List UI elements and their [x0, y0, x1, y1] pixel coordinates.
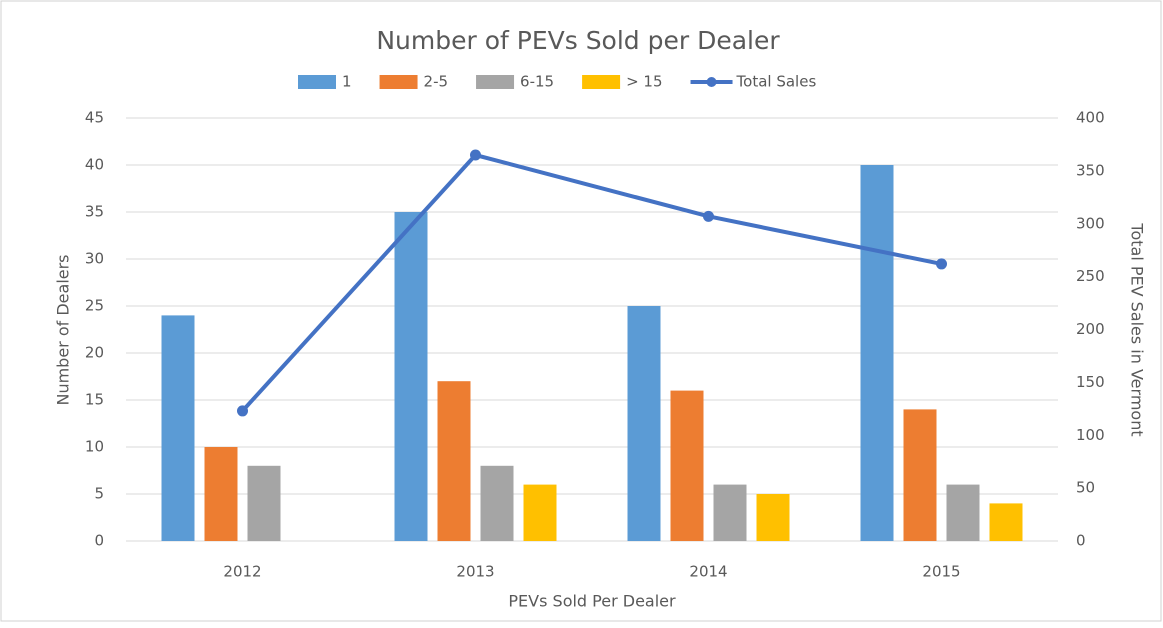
y-tick-label: 5 — [94, 485, 104, 503]
bar — [903, 409, 937, 541]
y-tick-label: 45 — [85, 109, 104, 127]
legend-swatch — [298, 75, 336, 89]
legend-swatch — [476, 75, 515, 89]
bar — [713, 484, 747, 541]
y-tick-label: 10 — [85, 438, 104, 456]
y-tick-label: 15 — [85, 391, 104, 409]
bar — [480, 465, 514, 541]
bar — [523, 484, 557, 541]
line-marker — [703, 210, 714, 222]
legend-label: Total Sales — [736, 73, 817, 91]
line-marker — [936, 258, 947, 270]
y2-tick-label: 300 — [1076, 214, 1105, 232]
x-tick-label: 2014 — [689, 563, 727, 581]
y2-tick-label: 0 — [1076, 532, 1086, 550]
legend-label: 1 — [342, 73, 352, 91]
y2-tick-label: 100 — [1076, 426, 1105, 444]
y-tick-label: 35 — [85, 203, 104, 221]
legend-label: 6-15 — [520, 73, 554, 91]
bar — [670, 390, 704, 541]
x-tick-label: 2012 — [223, 563, 261, 581]
y2-tick-label: 250 — [1076, 267, 1105, 285]
y2-tick-label: 350 — [1076, 161, 1105, 179]
legend-label: > 15 — [626, 73, 662, 91]
x-tick-label: 2013 — [456, 563, 494, 581]
y-axis-title: Number of Dealers — [54, 254, 73, 405]
legend-swatch — [379, 75, 418, 89]
bar — [627, 306, 661, 541]
bar — [946, 484, 980, 541]
line-marker — [237, 405, 248, 417]
legend-swatch — [706, 77, 717, 87]
line — [241, 152, 942, 413]
bar — [394, 212, 428, 541]
y2-tick-label: 150 — [1076, 373, 1105, 391]
y-tick-label: 25 — [85, 297, 104, 315]
x-axis-title: PEVs Sold Per Dealer — [508, 592, 676, 611]
y-tick-label: 30 — [85, 250, 104, 268]
chart-title: Number of PEVs Sold per Dealer — [376, 26, 780, 55]
y2-tick-label: 200 — [1076, 320, 1105, 338]
y-tick-label: 40 — [85, 156, 104, 174]
y2-axis-title: Total PEV Sales in Vermont — [1128, 222, 1147, 436]
y-tick-label: 0 — [94, 532, 104, 550]
bar — [989, 503, 1023, 541]
bar — [756, 494, 790, 541]
bar — [860, 165, 894, 541]
bar — [437, 381, 471, 541]
y2-tick-label: 50 — [1076, 479, 1095, 497]
legend-label: 2-5 — [424, 73, 449, 91]
x-tick-label: 2015 — [922, 563, 960, 581]
y-tick-label: 20 — [85, 344, 104, 362]
bar — [247, 465, 281, 541]
bar — [161, 315, 195, 541]
line-marker — [470, 149, 481, 161]
legend-swatch — [582, 75, 621, 89]
y2-tick-label: 400 — [1076, 109, 1105, 127]
bar — [204, 447, 238, 541]
